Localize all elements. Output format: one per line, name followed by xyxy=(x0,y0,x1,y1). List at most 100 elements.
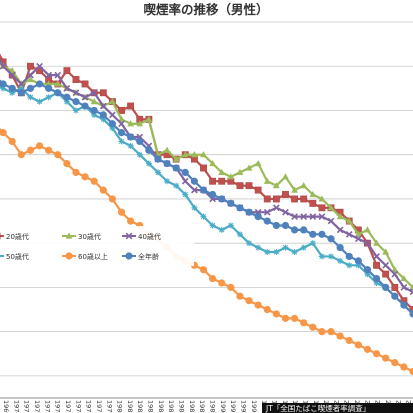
data-point xyxy=(18,85,25,92)
data-point xyxy=(63,93,71,101)
data-point xyxy=(264,249,271,256)
data-point xyxy=(182,191,189,198)
data-point xyxy=(245,182,253,190)
data-point xyxy=(54,151,62,159)
legend-label: 20歳代 xyxy=(6,232,29,241)
data-point xyxy=(81,93,89,101)
data-point xyxy=(245,208,253,216)
data-point xyxy=(191,204,198,211)
data-point xyxy=(9,89,16,96)
x-tick-label: 1981 xyxy=(126,400,134,413)
data-point xyxy=(373,253,380,260)
data-point xyxy=(127,133,135,141)
data-point xyxy=(373,261,380,269)
x-tick-label: 1971 xyxy=(23,400,31,413)
data-point xyxy=(245,164,253,171)
data-point xyxy=(327,328,335,336)
data-point xyxy=(382,354,390,362)
data-point xyxy=(272,195,280,203)
x-tick-label: 1977 xyxy=(85,400,93,413)
data-point xyxy=(318,213,326,221)
data-point xyxy=(354,257,362,265)
data-point xyxy=(45,94,52,101)
data-point xyxy=(345,230,353,238)
data-point xyxy=(200,151,207,158)
x-tick-label: 1978 xyxy=(95,400,103,413)
data-point xyxy=(99,111,107,119)
x-tick-label: 1989 xyxy=(209,400,217,413)
series-layer xyxy=(0,53,413,376)
x-tick-label: 1970 xyxy=(12,400,20,413)
data-point xyxy=(35,80,44,88)
data-point xyxy=(263,177,271,184)
data-point xyxy=(254,159,262,167)
data-point xyxy=(364,239,371,247)
data-point xyxy=(172,155,180,162)
x-tick-label: 1972 xyxy=(33,400,41,413)
data-point xyxy=(154,169,161,176)
data-point xyxy=(391,266,399,273)
data-point xyxy=(255,244,262,251)
data-point xyxy=(318,253,325,260)
data-point xyxy=(227,222,234,229)
data-point xyxy=(45,146,53,154)
data-point xyxy=(118,107,125,114)
data-point xyxy=(90,89,98,97)
data-point xyxy=(372,350,381,358)
data-point xyxy=(127,142,134,149)
data-point xyxy=(200,213,207,220)
data-point xyxy=(309,230,317,238)
data-point xyxy=(181,177,189,185)
data-point xyxy=(8,67,16,74)
data-point xyxy=(81,173,89,181)
data-point xyxy=(163,159,171,168)
data-point xyxy=(400,301,408,309)
data-point xyxy=(209,159,217,167)
data-point xyxy=(181,151,189,158)
data-point xyxy=(246,240,253,247)
x-tick-label: 1984 xyxy=(157,400,165,413)
data-point xyxy=(63,159,71,168)
data-point xyxy=(372,274,381,283)
x-tick-label: 1985 xyxy=(167,400,175,413)
legend-label: 全年齢 xyxy=(138,252,159,261)
data-point xyxy=(373,279,380,286)
data-point xyxy=(190,177,198,185)
data-point xyxy=(109,125,116,132)
data-point xyxy=(409,367,413,376)
data-point xyxy=(218,279,226,287)
data-point xyxy=(36,62,43,70)
legend-item: 20歳代 xyxy=(0,232,29,241)
data-point xyxy=(99,186,107,194)
data-point xyxy=(108,195,117,203)
data-point xyxy=(27,71,34,79)
data-point xyxy=(45,71,53,79)
data-point xyxy=(336,244,344,252)
data-point xyxy=(290,226,299,234)
data-point xyxy=(65,252,73,260)
data-point xyxy=(263,305,271,314)
data-point xyxy=(117,128,126,137)
data-point xyxy=(345,336,353,345)
data-point xyxy=(291,213,298,221)
data-point xyxy=(354,341,362,349)
data-point xyxy=(199,266,208,274)
data-point xyxy=(227,199,235,207)
data-point xyxy=(309,323,317,331)
data-point xyxy=(391,270,399,278)
data-point xyxy=(145,115,153,122)
data-point xyxy=(163,146,171,153)
x-tick-label: 1969 xyxy=(2,400,10,413)
x-tick-label: 1973 xyxy=(43,400,51,413)
x-tick-label: 1988 xyxy=(198,400,206,413)
legend-label: 60歳以上 xyxy=(78,252,108,261)
data-point xyxy=(273,249,280,256)
data-point xyxy=(290,314,299,322)
data-point xyxy=(125,252,133,260)
legend-item: 50歳代 xyxy=(0,252,29,261)
data-point xyxy=(272,310,280,318)
data-point xyxy=(118,120,125,128)
data-point xyxy=(81,102,89,110)
data-point xyxy=(136,120,144,127)
data-point xyxy=(309,199,317,207)
